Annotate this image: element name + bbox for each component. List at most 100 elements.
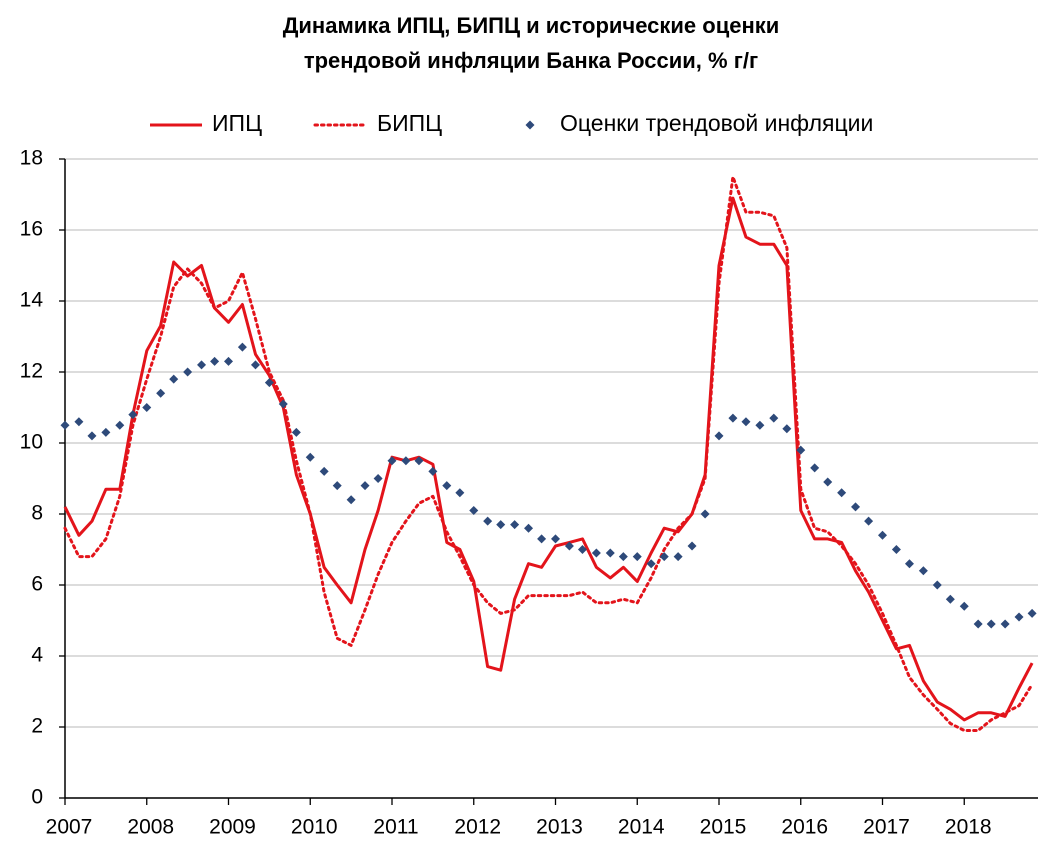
trend-marker (428, 466, 438, 476)
trend-marker (741, 417, 751, 427)
trend-marker (700, 509, 710, 519)
x-tick-label: 2008 (127, 816, 174, 839)
trend-marker (891, 545, 901, 554)
x-tick-label: 2011 (373, 816, 418, 839)
series-line (63, 196, 1034, 722)
trend-marker (373, 474, 383, 483)
x-tick-label: 2014 (618, 816, 665, 839)
trend-marker (278, 399, 288, 409)
trend-marker (455, 488, 465, 498)
trend-marker (796, 445, 806, 455)
trend-marker (714, 431, 724, 441)
x-tick-label: 2010 (291, 816, 338, 839)
trend-marker (414, 456, 424, 466)
trend-marker (128, 410, 138, 420)
x-tick-label: 2018 (945, 816, 992, 839)
trend-marker (169, 374, 179, 384)
trend-marker (496, 520, 506, 530)
chart-title: Динамика ИПЦ, БИПЦ и исторические оценки (283, 13, 780, 38)
trend-marker (183, 367, 193, 377)
trend-marker (632, 552, 642, 562)
trend-marker (237, 342, 247, 352)
trend-marker (782, 424, 792, 434)
trend-marker (401, 456, 411, 466)
trend-marker (823, 477, 833, 487)
legend-marker (525, 120, 535, 130)
trend-marker (291, 427, 301, 437)
y-tick-label: 14 (20, 289, 44, 312)
y-tick-label: 6 (31, 573, 43, 596)
trend-marker (319, 466, 329, 476)
trend-marker (156, 388, 166, 398)
trend-marker (918, 566, 928, 576)
trend-marker (74, 417, 84, 427)
x-tick-label: 2017 (863, 816, 910, 839)
y-tick-label: 2 (31, 715, 43, 738)
trend-marker (605, 548, 615, 558)
trend-marker (646, 559, 656, 569)
trend-marker (973, 619, 983, 629)
y-tick-label: 4 (31, 644, 43, 667)
y-tick-label: 16 (20, 218, 43, 241)
trend-marker (1014, 612, 1024, 622)
trend-marker (224, 356, 233, 366)
y-tick-label: 10 (20, 431, 43, 454)
trend-marker (904, 559, 914, 569)
legend-label: Оценки трендовой инфляции (560, 110, 873, 136)
trend-marker (387, 456, 397, 466)
trend-marker (837, 488, 847, 498)
trend-marker (142, 403, 152, 412)
trend-marker (115, 420, 125, 430)
trend-marker (60, 420, 70, 430)
trend-marker (210, 356, 220, 366)
trend-marker (564, 541, 574, 551)
x-tick-label: 2012 (454, 816, 501, 839)
trend-marker (577, 545, 587, 554)
trend-marker (250, 360, 260, 370)
trend-marker (932, 580, 942, 590)
chart-title: трендовой инфляции Банка России, % г/г (304, 48, 758, 73)
trend-marker (945, 594, 955, 604)
trend-marker (510, 520, 520, 530)
x-tick-label: 2016 (781, 816, 828, 839)
trend-marker (442, 481, 452, 491)
trend-marker (360, 481, 370, 491)
trend-marker (864, 516, 874, 526)
y-tick-label: 8 (31, 502, 43, 525)
legend-label: БИПЦ (377, 110, 442, 136)
trend-marker (659, 552, 669, 562)
trend-marker (469, 505, 479, 515)
x-tick-label: 2013 (536, 816, 583, 839)
trend-marker (769, 413, 779, 423)
trend-marker (551, 534, 560, 544)
x-tick-label: 2015 (700, 816, 747, 839)
x-tick-label: 2007 (46, 816, 93, 839)
y-tick-label: 18 (20, 147, 43, 170)
trend-marker (591, 548, 601, 558)
trend-marker (1027, 608, 1037, 618)
trend-marker (687, 541, 697, 551)
trend-marker (197, 360, 207, 370)
trend-marker (346, 495, 356, 505)
trend-marker (101, 427, 111, 437)
trend-marker (755, 420, 765, 430)
x-tick-label: 2009 (209, 816, 256, 839)
trend-marker (524, 523, 534, 533)
trend-marker (728, 413, 738, 423)
trend-marker (673, 552, 683, 562)
trend-marker (1000, 619, 1010, 629)
trend-marker (483, 516, 493, 526)
trend-marker (810, 463, 820, 473)
trend-marker (305, 452, 315, 462)
trend-marker (87, 431, 97, 441)
trend-marker (986, 619, 996, 629)
trend-marker (878, 530, 887, 540)
trend-marker (264, 378, 274, 388)
trend-marker (959, 601, 969, 611)
trend-marker (618, 552, 628, 562)
y-tick-label: 12 (20, 360, 43, 383)
trend-marker (332, 481, 342, 491)
trend-marker (851, 502, 861, 512)
trend-marker (537, 534, 547, 544)
